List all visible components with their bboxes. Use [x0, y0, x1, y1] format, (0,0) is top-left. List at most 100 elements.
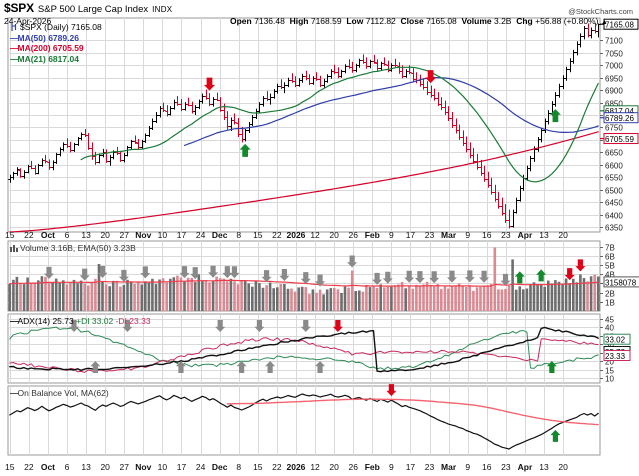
down-arrow-marker [382, 271, 393, 284]
volume-bar [568, 283, 571, 311]
down-arrow-marker [68, 320, 79, 332]
volume-bar [575, 282, 579, 311]
volume-bar [525, 288, 529, 311]
adx-swatch: — [10, 316, 18, 326]
down-arrow-marker [215, 320, 226, 332]
volume-bar [507, 285, 511, 311]
volume-bar [79, 280, 83, 311]
up-arrow-marker [514, 271, 525, 284]
axis-tick-label: 6950 [605, 75, 623, 84]
volume-bar [415, 284, 418, 311]
adx-value-tag-box [603, 350, 631, 362]
volume-bar [465, 287, 468, 311]
volume-bar [596, 276, 600, 311]
volume-bar [447, 288, 450, 311]
volume-bar [372, 285, 375, 311]
axis-tick-label: 45 [605, 316, 614, 325]
volume-bar [158, 279, 161, 311]
volume-bar [272, 288, 275, 311]
x-axis-tick-label: 22 [272, 462, 282, 472]
volume-bar [318, 289, 322, 311]
x-axis-tick-label-price: 27 [120, 230, 130, 240]
volume-bar [197, 274, 201, 311]
up-arrow-marker [549, 109, 561, 123]
x-axis-tick-label-price: 16 [482, 230, 492, 240]
volume-bar [293, 291, 297, 311]
value-tag-label: 6789.26 [605, 114, 634, 123]
axis-tick-label: 20 [605, 358, 614, 367]
volume-value-tag-label: 3158078 [605, 278, 637, 287]
adx-label: ADX(14) 25.73 [17, 316, 74, 326]
volume-bar [393, 285, 397, 311]
volume-bar [243, 280, 247, 311]
mdi-line [9, 337, 599, 373]
volume-bar [222, 278, 226, 311]
ma200-line [9, 131, 599, 233]
volume-bar [322, 294, 325, 311]
x-axis-tick-label: 8 [236, 462, 241, 472]
volume-bar [482, 285, 486, 311]
x-axis-tick-label-price: Oct [41, 230, 55, 240]
volume-bar [265, 285, 268, 311]
x-axis-tick-label-price: Nov [135, 230, 151, 240]
ma200-label: MA(200) 6705.59 [17, 43, 84, 53]
close-value: 7165.08 [426, 16, 457, 26]
obv-line [9, 393, 599, 450]
volume-bar [119, 286, 122, 311]
down-arrow-marker [300, 272, 311, 285]
volume-bar [15, 276, 19, 311]
volume-bar [126, 279, 129, 311]
volume-bar [361, 291, 365, 311]
axis-tick-label: 6750 [605, 124, 623, 133]
volume-bar [147, 282, 151, 311]
volume-bar [479, 286, 482, 311]
volume-bar [411, 288, 415, 311]
volume-bar [290, 288, 293, 311]
down-arrow-marker [332, 320, 343, 332]
high-value: 7168.59 [310, 16, 342, 26]
volume-bar [350, 270, 354, 311]
axis-tick-label: 2B [605, 290, 615, 299]
x-axis-tick-label: 22 [24, 462, 34, 472]
down-arrow-marker [564, 268, 575, 281]
axis-tick-label: 6550 [605, 174, 623, 183]
low-label: Low [346, 16, 364, 26]
symbol-name: S&P 500 Large Cap Index [37, 4, 149, 15]
value-tag-label: 7165.08 [605, 21, 634, 30]
x-axis-tick-label: 20 [100, 462, 110, 472]
value-tag-label: 6705.59 [605, 135, 634, 144]
volume-bar [29, 282, 33, 311]
obv-plot-frame [7, 385, 601, 456]
x-axis-tick-label-price: 2026 [287, 230, 306, 240]
volume-bar [354, 291, 357, 311]
volume-bar [104, 284, 108, 311]
volume-bar [161, 278, 165, 311]
x-axis-tick-label-price: 17 [406, 230, 416, 240]
volume-bar [340, 293, 343, 311]
x-axis-tick-label-price: 17 [177, 230, 187, 240]
volume-bar [514, 289, 518, 311]
x-axis-tick-label-price: 24 [196, 230, 206, 240]
volume-bar [218, 278, 222, 311]
down-arrow-marker [122, 320, 133, 332]
volume-bar [400, 282, 404, 311]
x-axis-tick-label-price: 20 [558, 230, 568, 240]
adx-value-tag-label: 33.02 [605, 336, 626, 345]
volume-bar [193, 282, 197, 311]
volume-bar [136, 282, 140, 311]
x-axis-tick-label-price: 8 [236, 230, 241, 240]
down-arrow-marker [315, 274, 326, 287]
volume-bar [115, 280, 119, 311]
ma200-swatch: — [10, 43, 18, 53]
obv-panel [7, 384, 601, 456]
volume-bar [19, 283, 22, 311]
obv-ma-line [226, 398, 599, 426]
x-axis-tick-label-price: 22 [272, 230, 282, 240]
down-arrow-marker [404, 270, 415, 283]
x-axis-tick-label-price: 13 [539, 230, 549, 240]
mdi-label: -DI 23.33 [115, 316, 151, 326]
volume-bar [461, 286, 464, 311]
ma21-legend: —MA(21) 6817.04 [10, 54, 102, 65]
volume-bar [493, 247, 497, 311]
